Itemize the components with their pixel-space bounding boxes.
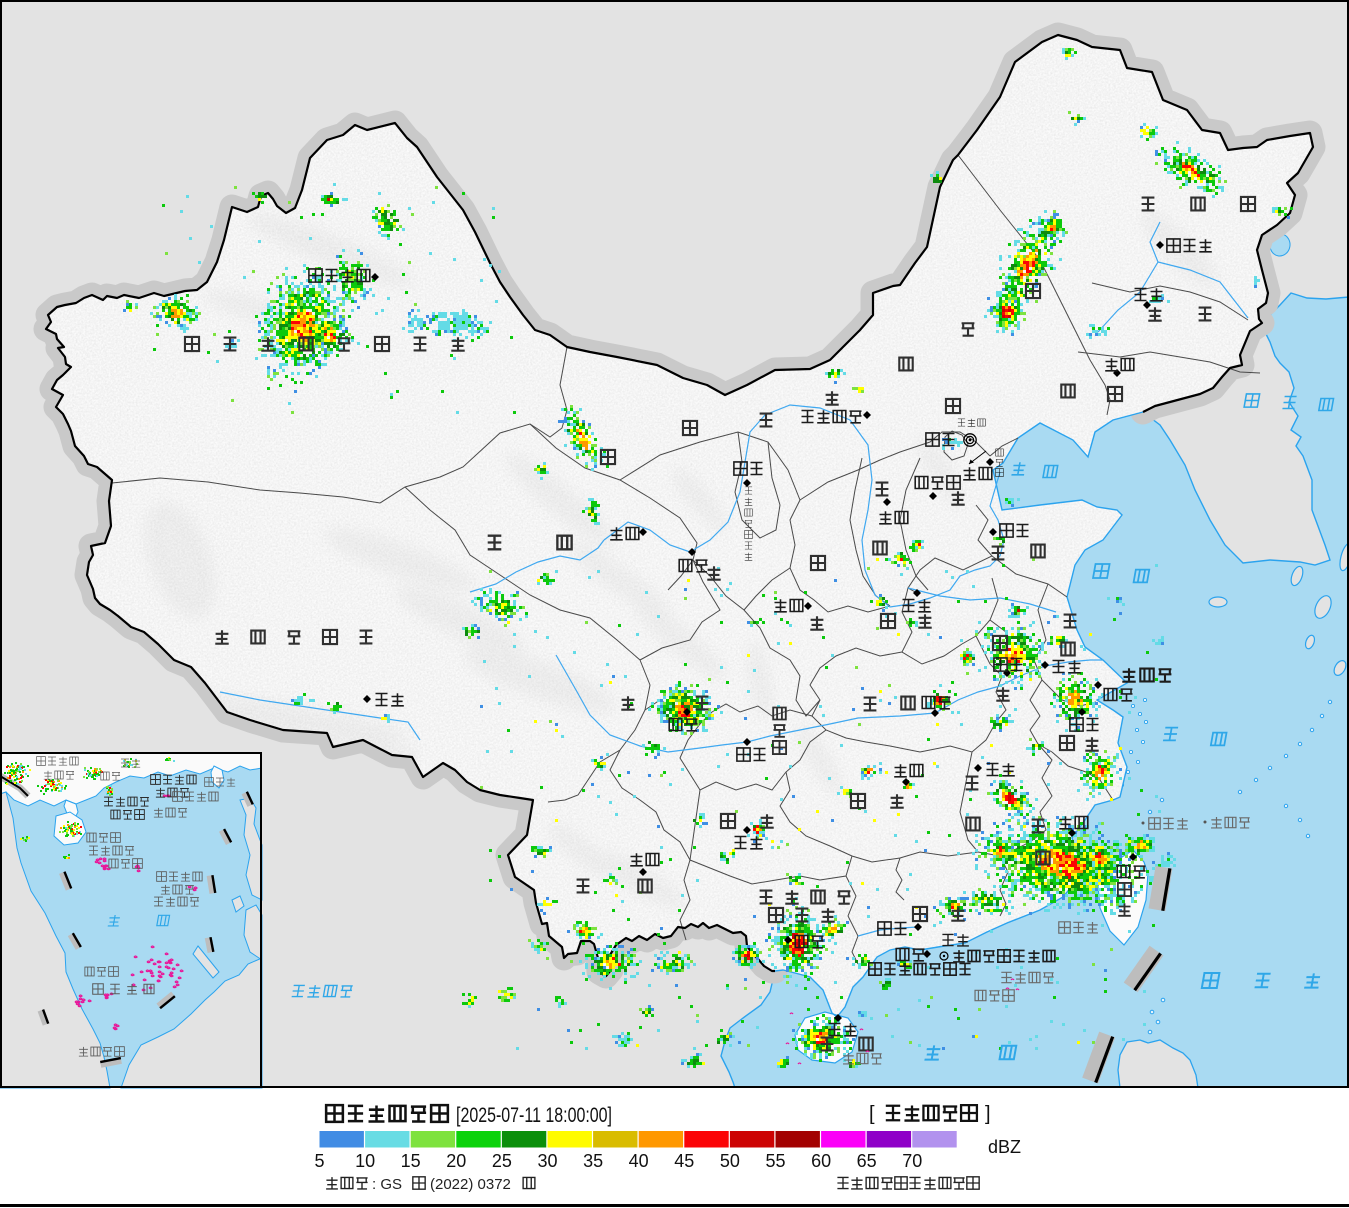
svg-text:10: 10 xyxy=(355,1151,375,1171)
svg-text:5: 5 xyxy=(314,1151,324,1171)
svg-text:55: 55 xyxy=(765,1151,785,1171)
svg-text:dBZ: dBZ xyxy=(988,1137,1021,1157)
svg-text:45: 45 xyxy=(674,1151,694,1171)
svg-text:50: 50 xyxy=(720,1151,740,1171)
svg-text:: GS: : GS xyxy=(372,1176,402,1193)
svg-text:15: 15 xyxy=(401,1151,421,1171)
svg-text:]: ] xyxy=(985,1103,991,1125)
svg-text:40: 40 xyxy=(629,1151,649,1171)
svg-text:70: 70 xyxy=(902,1151,922,1171)
svg-text:60: 60 xyxy=(811,1151,831,1171)
svg-text:20: 20 xyxy=(446,1151,466,1171)
svg-text:65: 65 xyxy=(857,1151,877,1171)
svg-text:25: 25 xyxy=(492,1151,512,1171)
svg-text:30: 30 xyxy=(537,1151,557,1171)
svg-text:(2022) 0372: (2022) 0372 xyxy=(430,1176,511,1193)
svg-text:35: 35 xyxy=(583,1151,603,1171)
svg-text:[: [ xyxy=(869,1103,875,1125)
svg-text:[2025-07-11 18:00:00]: [2025-07-11 18:00:00] xyxy=(456,1104,612,1127)
